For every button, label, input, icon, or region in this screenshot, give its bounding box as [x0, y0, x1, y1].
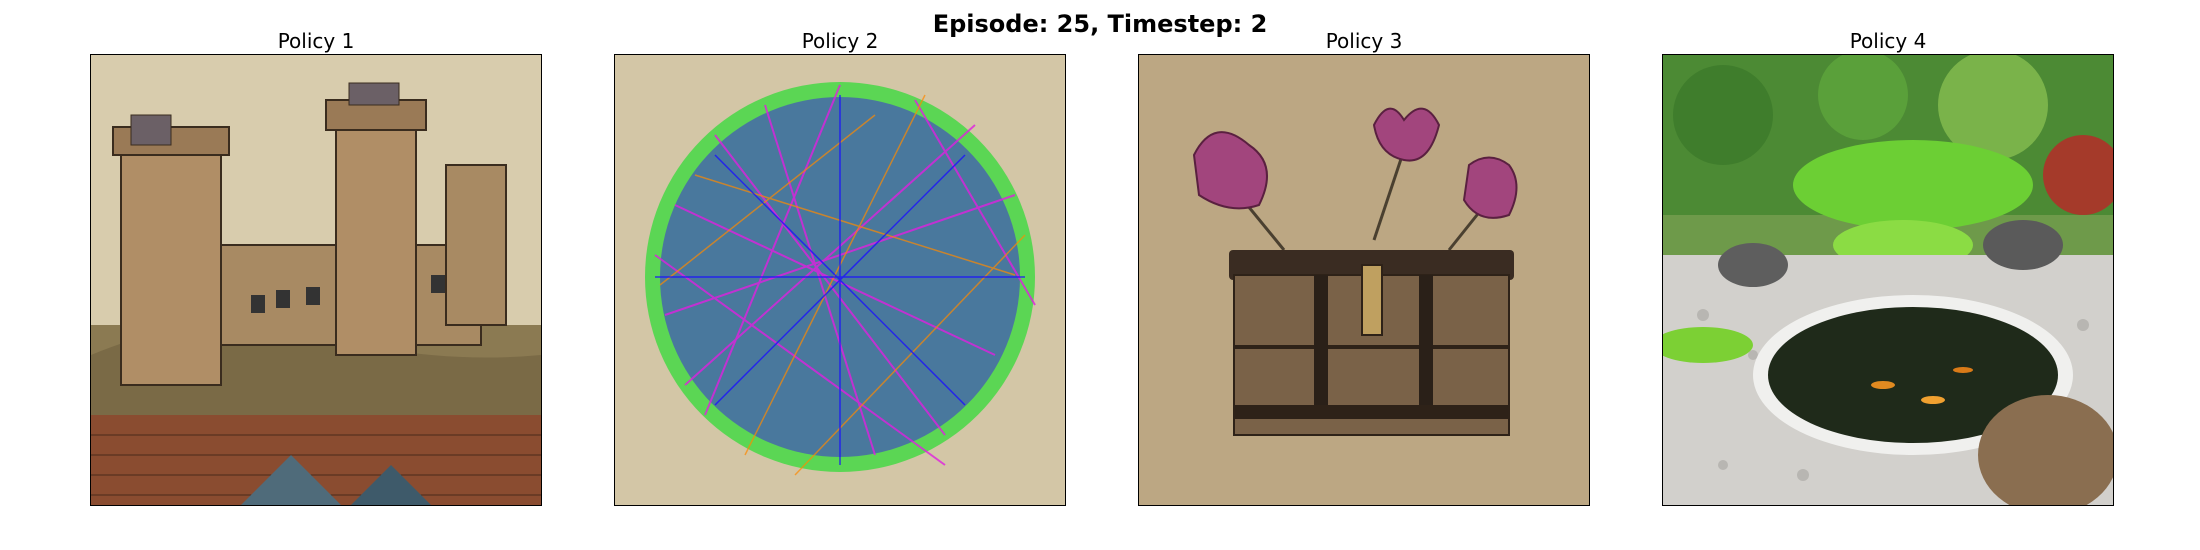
panel-title-4: Policy 4: [1849, 29, 1927, 53]
panel-image-2: [614, 54, 1066, 506]
network-sphere-image: [615, 55, 1065, 505]
panel-image-1: [90, 54, 542, 506]
panel-image-4: [1662, 54, 2114, 506]
garden-pond-image: [1663, 55, 2113, 505]
policy-panel-4: Policy 4: [1662, 28, 2114, 506]
chest-flowers-image: [1139, 55, 1589, 505]
castle-image: [91, 55, 541, 505]
panel-title-1: Policy 1: [277, 29, 355, 53]
panel-title-2: Policy 2: [801, 29, 879, 53]
figure-suptitle: Episode: 25, Timestep: 2: [932, 10, 1268, 38]
panel-title-3: Policy 3: [1325, 29, 1403, 53]
policy-panel-1: Policy 1: [90, 28, 542, 506]
policy-panel-2: Policy 2: [614, 28, 1066, 506]
policy-panel-3: Policy 3: [1138, 28, 1590, 506]
panel-image-3: [1138, 54, 1590, 506]
